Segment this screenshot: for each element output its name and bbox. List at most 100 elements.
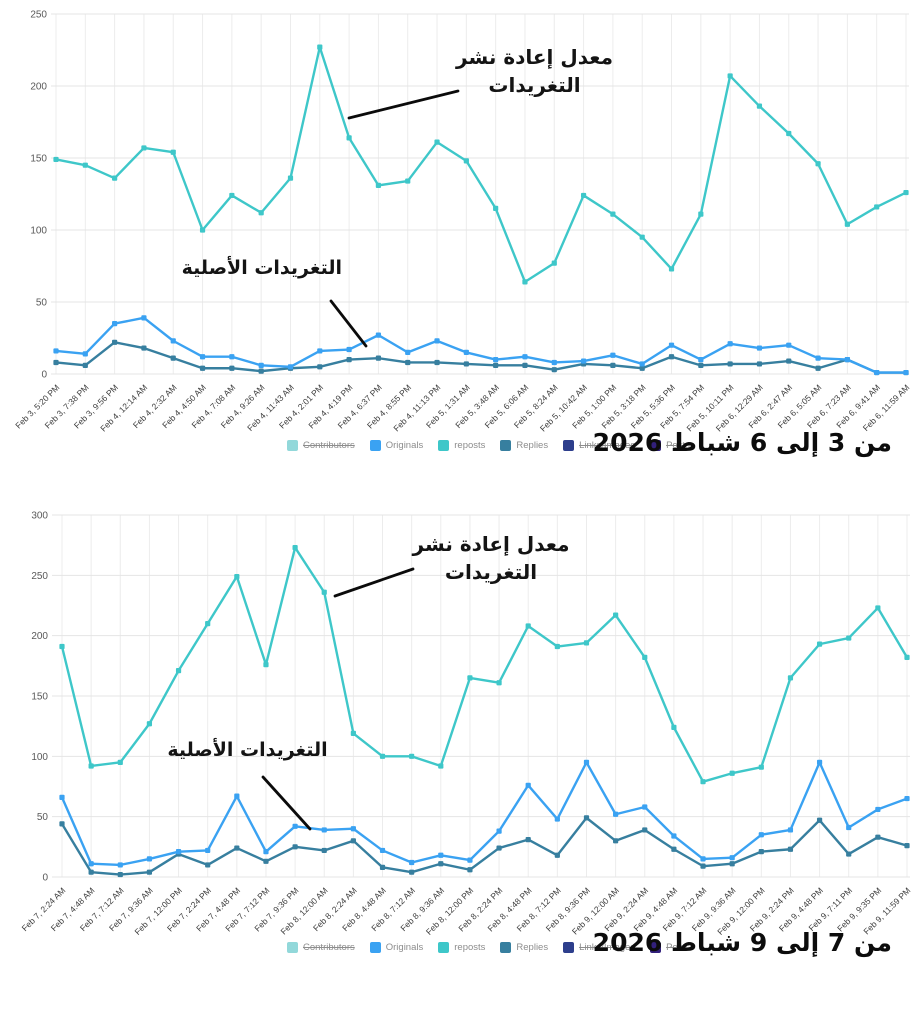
data-point-marker xyxy=(141,315,147,321)
data-point-marker xyxy=(409,753,415,759)
chart-legend: Contributors Originals reposts Replies Links… xyxy=(287,942,690,953)
data-point-marker xyxy=(816,641,823,647)
data-point-marker xyxy=(583,640,590,646)
legend-label: reposts xyxy=(454,440,486,451)
data-point-marker xyxy=(409,859,415,866)
data-point-marker xyxy=(758,832,764,838)
data-point-marker xyxy=(229,365,235,371)
legend-item-links-images[interactable]: Links/Images xyxy=(563,440,635,451)
data-point-marker xyxy=(846,851,852,857)
data-point-marker xyxy=(580,358,587,364)
y-tick-label: 150 xyxy=(31,692,48,703)
annotation-line: التغريدات الأصلية xyxy=(181,257,342,279)
data-point-marker xyxy=(205,847,211,854)
data-point-marker xyxy=(496,845,502,851)
data-point-marker xyxy=(88,861,94,867)
legend-item-originals[interactable]: Originals xyxy=(369,942,423,953)
data-point-marker xyxy=(875,605,881,611)
y-tick-label: 300 xyxy=(31,511,48,522)
legend-item-reposts[interactable]: reposts xyxy=(438,440,485,451)
data-point-marker xyxy=(321,847,327,854)
data-point-marker xyxy=(112,175,118,181)
data-point-marker xyxy=(610,211,616,217)
data-point-marker xyxy=(671,724,677,730)
legend-item-reposts[interactable]: reposts xyxy=(438,942,485,953)
data-point-marker xyxy=(642,804,648,810)
annotation-line: معدل إعادة نشر xyxy=(456,45,613,69)
data-point-marker xyxy=(467,675,473,681)
data-point-marker xyxy=(463,158,469,164)
data-point-marker xyxy=(758,849,764,855)
data-point-marker xyxy=(756,103,763,109)
data-point-marker xyxy=(409,869,415,875)
data-point-marker xyxy=(700,779,706,785)
data-point-marker xyxy=(815,161,821,167)
data-point-marker xyxy=(639,361,645,367)
data-point-marker xyxy=(287,175,294,181)
data-point-marker xyxy=(875,834,881,840)
data-point-marker xyxy=(786,130,792,137)
data-point-marker xyxy=(613,838,619,844)
data-point-marker xyxy=(700,863,706,869)
chart-title-feb7-9: من 7 إلى 9 شباط 2026 xyxy=(592,928,892,957)
legend-item-posts[interactable]: Posts xyxy=(650,942,690,953)
legend-item-originals[interactable]: Originals xyxy=(369,440,423,451)
data-point-marker xyxy=(815,365,821,371)
legend-item-links-images[interactable]: Links/Images xyxy=(563,942,635,953)
data-point-marker xyxy=(610,362,616,368)
data-point-marker xyxy=(317,348,323,354)
data-point-marker xyxy=(874,204,880,210)
data-point-marker xyxy=(493,362,499,368)
data-point-marker xyxy=(258,362,264,368)
data-point-marker xyxy=(146,721,153,727)
data-point-marker xyxy=(438,763,444,769)
data-point-marker xyxy=(405,178,411,184)
legend-item-replies[interactable]: Replies xyxy=(500,942,548,953)
data-point-marker xyxy=(727,361,733,367)
data-point-marker xyxy=(59,821,65,827)
data-point-marker xyxy=(463,361,469,367)
data-point-marker xyxy=(551,260,557,266)
data-point-marker xyxy=(756,361,763,367)
data-point-marker xyxy=(786,358,792,364)
data-point-marker xyxy=(463,349,469,355)
data-point-marker xyxy=(234,793,240,799)
data-point-marker xyxy=(170,149,176,155)
data-point-marker xyxy=(874,369,880,376)
data-point-marker xyxy=(141,345,147,351)
data-point-marker xyxy=(350,838,356,844)
data-point-marker xyxy=(375,182,382,188)
legend-swatch xyxy=(369,440,381,451)
chart-section-feb3-6: 0 50 100 150 200 250 Feb 3, 5:20 PM Feb 3, 7:38… xyxy=(0,0,914,500)
data-point-marker xyxy=(346,357,352,363)
data-point-marker xyxy=(671,846,677,852)
data-point-marker xyxy=(292,844,298,850)
legend-swatch xyxy=(438,440,450,451)
legend-label: Posts xyxy=(666,440,690,451)
annotation-pointer-line xyxy=(333,567,415,598)
data-point-marker xyxy=(199,354,206,360)
legend-item-contributors[interactable]: Contributors xyxy=(287,942,355,953)
data-point-marker xyxy=(175,668,182,674)
data-point-marker xyxy=(844,357,850,363)
legend-item-posts[interactable]: Posts xyxy=(650,440,690,451)
data-point-marker xyxy=(758,764,764,770)
legend-item-contributors[interactable]: Contributors xyxy=(287,440,355,451)
data-point-marker xyxy=(787,675,794,681)
legend-item-replies[interactable]: Replies xyxy=(500,440,548,451)
data-point-marker xyxy=(205,621,211,627)
legend-label: Contributors xyxy=(303,440,355,451)
data-point-marker xyxy=(786,342,792,348)
data-point-marker xyxy=(904,795,910,802)
data-point-marker xyxy=(729,770,735,776)
data-point-marker xyxy=(580,192,587,199)
data-point-marker xyxy=(846,635,852,641)
legend-label: Replies xyxy=(516,942,549,953)
series-line-reposts xyxy=(54,45,908,284)
legend-label: Replies xyxy=(516,440,549,451)
annotation-line: التغريدات xyxy=(488,72,581,97)
data-point-marker xyxy=(258,368,264,374)
